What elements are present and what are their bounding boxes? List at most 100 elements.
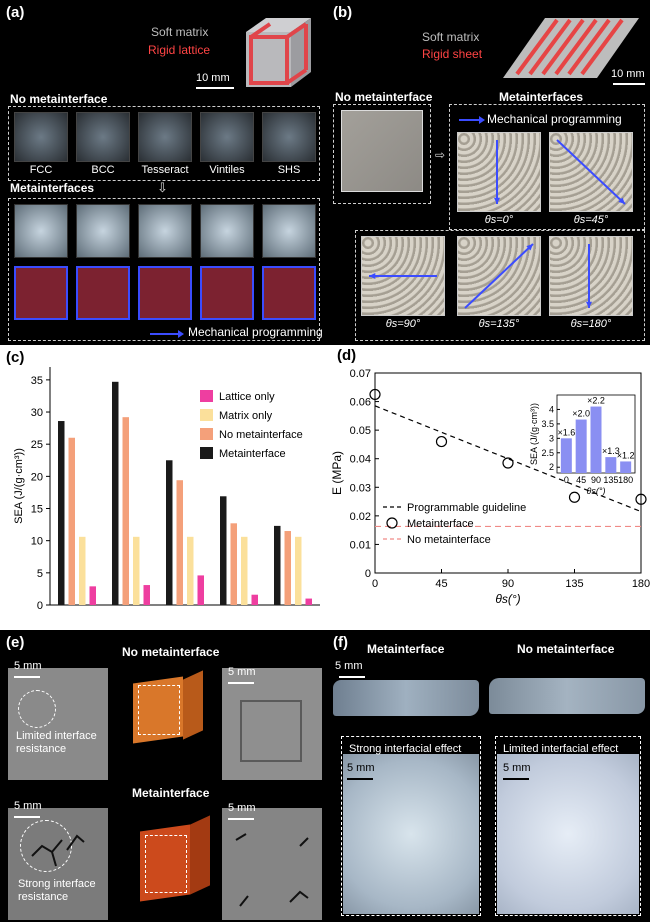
bar — [176, 480, 183, 605]
programming-render — [262, 266, 316, 320]
inset-bar-annotation: ×1.3 — [602, 446, 620, 456]
data-point — [568, 491, 581, 503]
y-tick-label: 0 — [37, 600, 43, 610]
scale-bar-f1 — [339, 676, 365, 678]
metainterfaces-title-b: Metainterfaces — [499, 90, 584, 104]
ct-slice-no-meta-left — [8, 668, 108, 780]
crushed-sample-meta — [333, 680, 479, 716]
bar — [143, 585, 150, 605]
inset-y-tick-label: 2 — [549, 462, 554, 472]
y-tick-label: 0.02 — [350, 511, 371, 523]
legend-soft-matrix-b: Soft matrix — [422, 30, 480, 44]
programming-arrow-icon — [556, 139, 626, 205]
legend-label: Matrix only — [219, 410, 273, 422]
crack-lines-icon-2 — [235, 833, 309, 907]
zoom-box-no-meta — [495, 736, 641, 916]
inset-y-tick-label: 4 — [549, 404, 554, 414]
mechanical-programming-label-a: Mechanical programming — [188, 325, 323, 339]
modulus-scatter-chart: 00.010.020.030.040.050.060.070 45 90 135 180… — [330, 368, 650, 606]
plain-sheet-sample — [341, 110, 423, 192]
panel-a: (a) Soft matrix Rigid lattice 10 mm No m… — [0, 0, 327, 345]
y-tick-label: 0 — [365, 568, 371, 580]
bar — [197, 575, 204, 605]
structure-render-fcc — [14, 112, 68, 162]
metainterface-render — [14, 204, 68, 258]
y-tick-label: 0.01 — [350, 539, 371, 551]
legend-label: Metainterface — [219, 448, 286, 460]
panel-f-label: (f) — [333, 634, 348, 651]
structure-label: FCC — [29, 164, 53, 176]
scale-bar-a — [196, 87, 234, 89]
legend-swatch — [200, 428, 213, 440]
inset-y-tick-label: 2.5 — [541, 448, 554, 458]
bar — [58, 421, 65, 605]
bar — [68, 437, 75, 605]
inset-x-tick-label: 45 — [576, 475, 586, 485]
zoom-box-meta — [341, 736, 481, 916]
panel-d-label: (d) — [337, 347, 357, 364]
data-point — [435, 435, 448, 448]
y-axis-label: E (MPa) — [330, 451, 344, 495]
inset-bar — [575, 419, 587, 473]
bar — [133, 536, 140, 605]
structure-label: Vintiles — [209, 164, 245, 176]
metainterfaces-title-a: Metainterfaces — [10, 181, 95, 195]
inset-x-axis-label: θs(°) — [587, 486, 606, 496]
legend-rigid-lattice: Rigid lattice — [148, 43, 211, 57]
zoom-photo-meta — [343, 754, 479, 914]
y-axis-label: SEA (J/(g·cm³)) — [13, 448, 25, 524]
scale-label-f1: 5 mm — [335, 660, 363, 672]
legend-swatch — [200, 409, 213, 421]
crushed-sample-no-meta — [489, 678, 645, 714]
inset-bar-annotation: ×1.2 — [617, 450, 635, 460]
y-tick-label: 35 — [31, 375, 43, 387]
scale-label-e2: 5 mm — [228, 666, 256, 678]
scale-bar-e3 — [14, 816, 40, 818]
structure-render-shs — [262, 112, 316, 162]
inset-x-tick-label: 0 — [564, 475, 569, 485]
scale-bar-e4 — [228, 818, 254, 820]
legend-swatch — [386, 517, 398, 529]
metainterface-render — [262, 204, 316, 258]
legend-label: No metainterface — [407, 534, 491, 546]
legend-label: Metainterface — [407, 518, 474, 530]
strong-resistance-label: Strong interface resistance — [18, 878, 96, 903]
metainterfaces-box-a — [8, 198, 320, 341]
metainterface-render — [138, 204, 192, 258]
metainterface-render — [76, 204, 130, 258]
bar — [220, 496, 227, 605]
down-arrow-icon: ⇩ — [157, 180, 168, 195]
arrow-right-icon-b — [459, 116, 485, 124]
inset-bar-annotation: ×2.2 — [587, 396, 605, 406]
cube-face-outline-2 — [145, 835, 187, 893]
angle-caption: θs=135° — [478, 318, 520, 330]
y-tick-label: 0.03 — [350, 482, 371, 494]
programming-render — [138, 266, 192, 320]
metainterface-render — [200, 204, 254, 258]
crack-lines-icon — [31, 834, 85, 867]
metainterface-title-f: Metainterface — [367, 642, 445, 656]
x-tick-label: 135 — [565, 578, 583, 590]
angle-caption: θs=0° — [484, 214, 514, 226]
scale-bar-b — [613, 83, 645, 85]
no-metainterface-box-a — [8, 106, 320, 181]
bar — [89, 586, 96, 605]
y-tick-label: 5 — [37, 568, 43, 580]
bar — [112, 381, 119, 605]
x-axis-label: θs(°) — [495, 592, 520, 606]
scale-label-f3: 5 mm — [503, 762, 531, 774]
y-tick-label: 15 — [31, 504, 43, 516]
data-point — [369, 388, 381, 401]
orange-cube-meta-side — [190, 815, 210, 895]
x-tick-label: 180 — [632, 578, 650, 590]
panel-b-label: (b) — [333, 4, 353, 21]
inset-y-axis-label: SEA (J/(g·cm³)) — [529, 403, 539, 465]
x-tick-label: 90 — [502, 578, 514, 590]
data-point — [635, 493, 647, 505]
inset-bar — [605, 457, 617, 473]
y-tick-label: 0.07 — [350, 368, 371, 380]
programming-render — [200, 266, 254, 320]
ct-square-outline — [240, 700, 302, 762]
